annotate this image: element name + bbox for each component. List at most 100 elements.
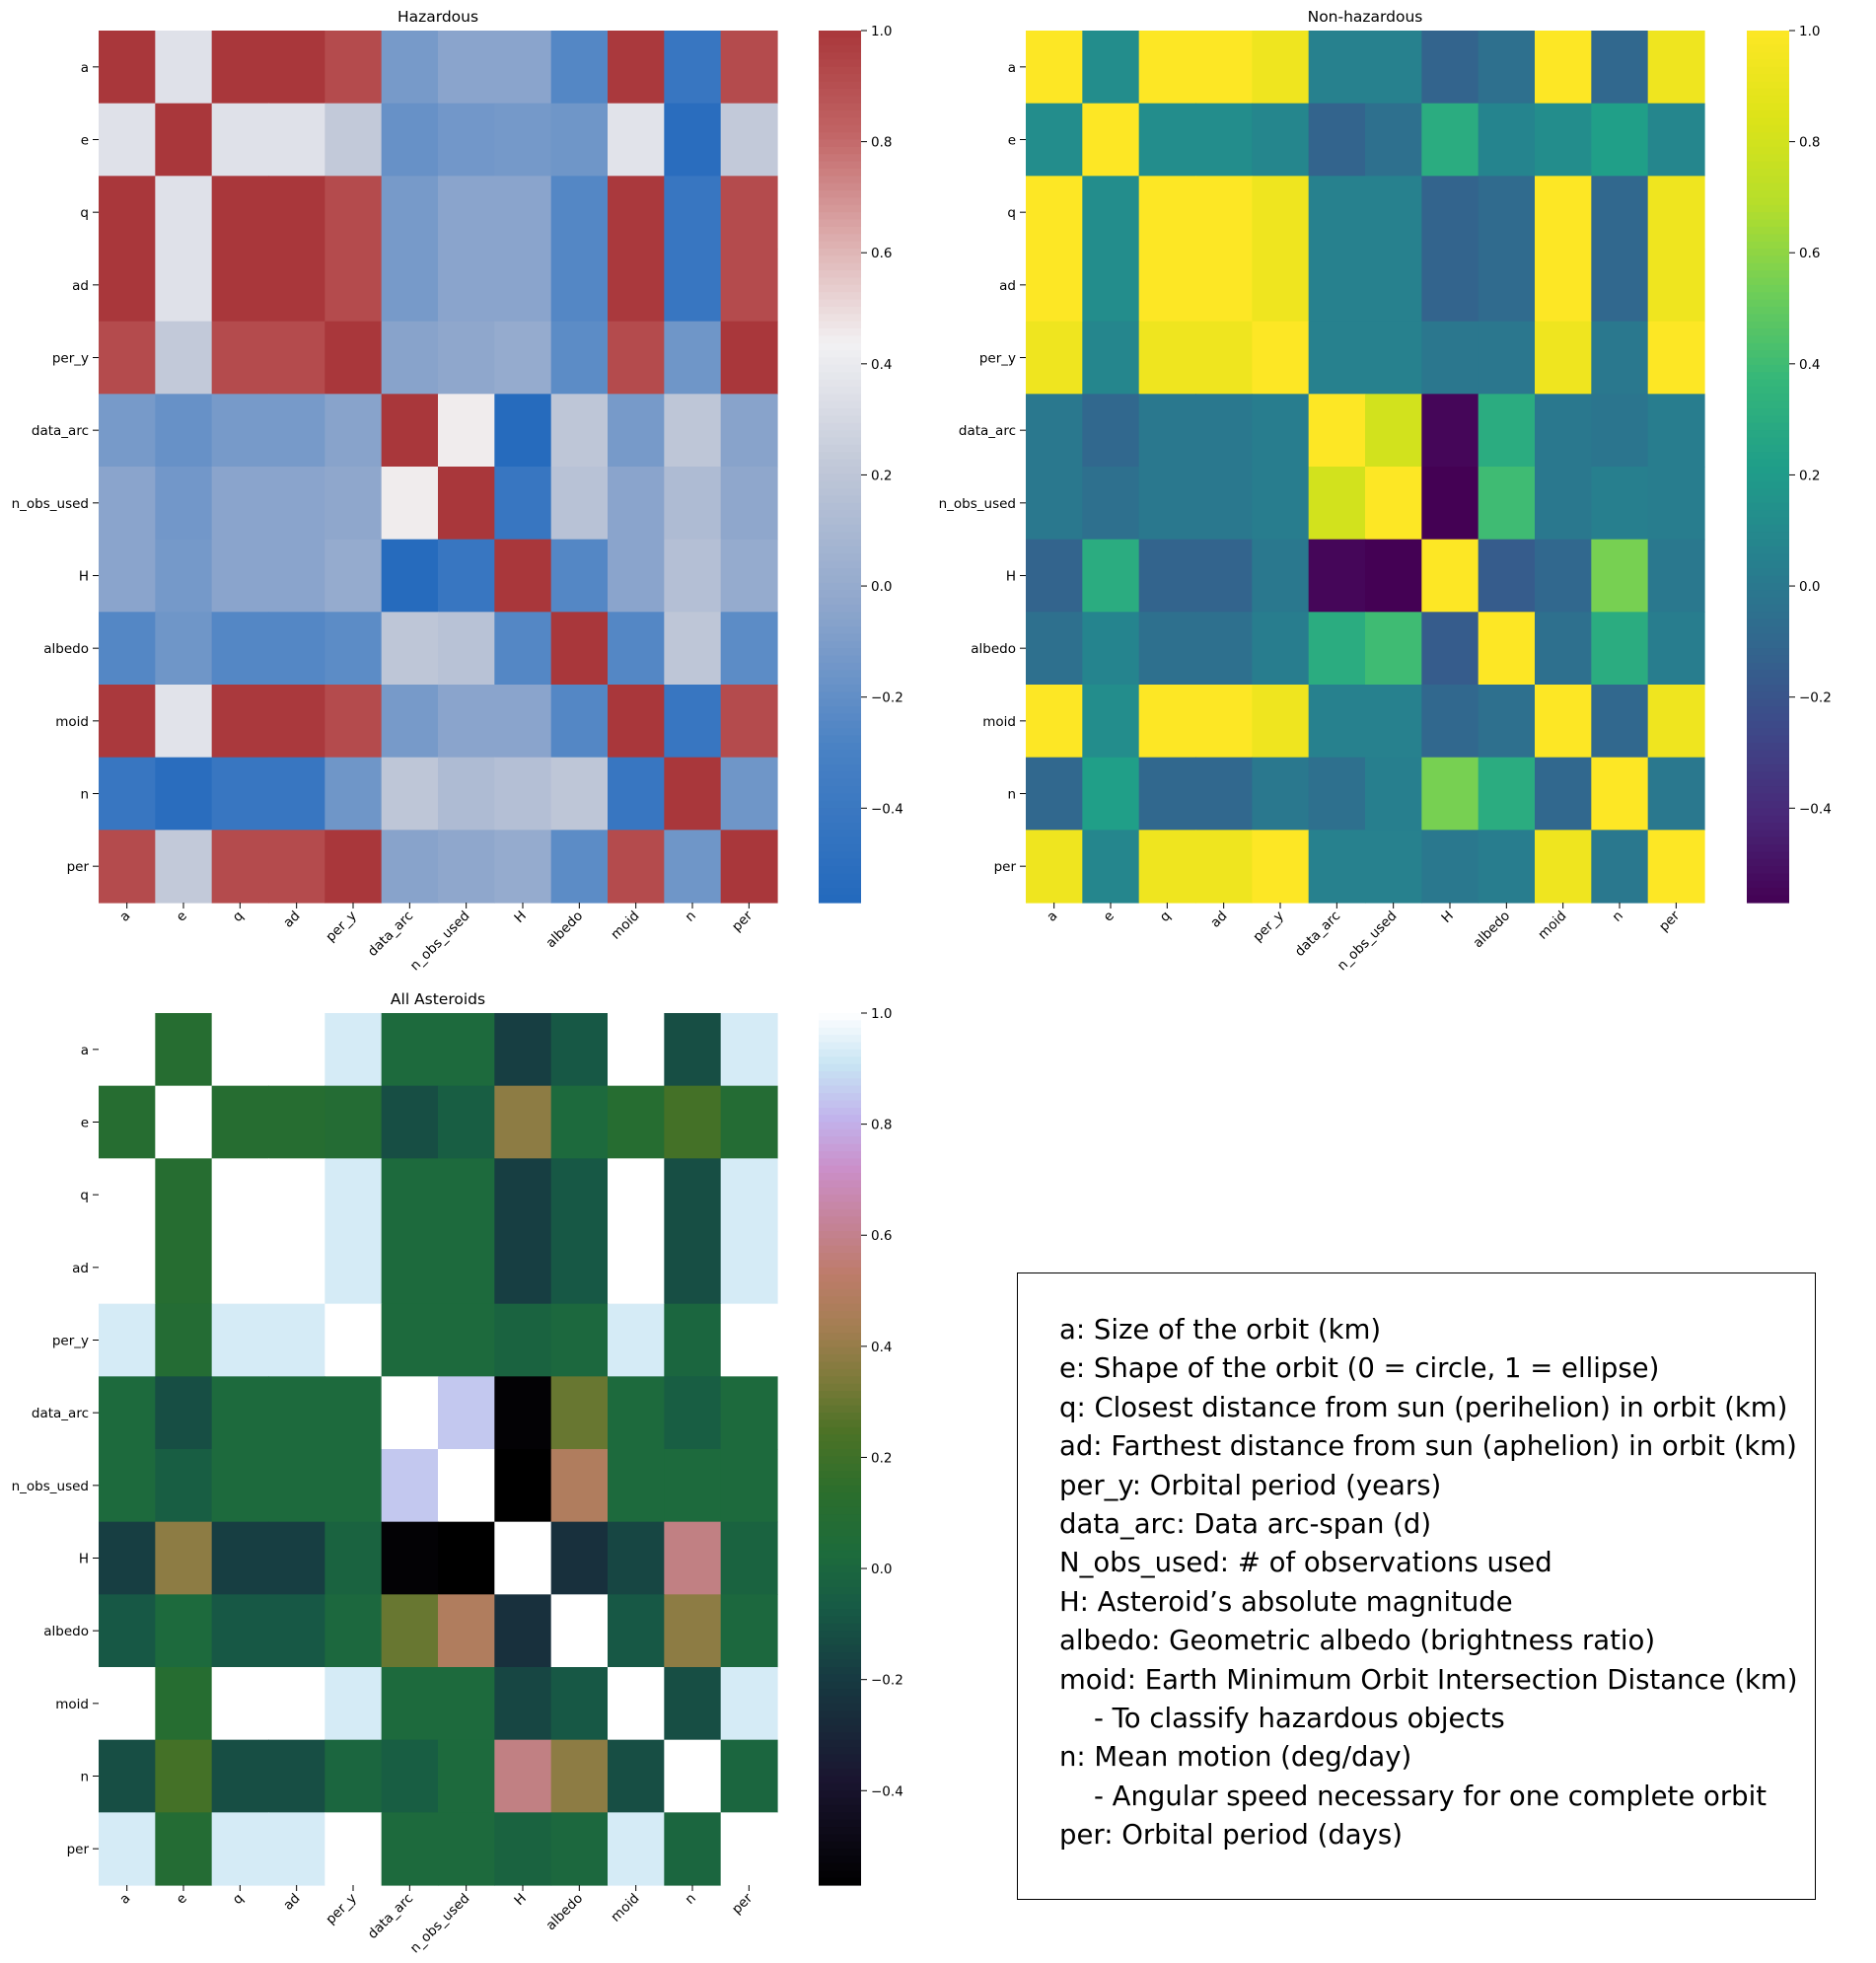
colorbar-segment: [819, 306, 861, 315]
colorbar-segment: [1747, 655, 1789, 664]
heatmap-cell-q-a: [1026, 176, 1083, 250]
colorbar-segment: [819, 1027, 861, 1036]
colorbar-segment: [819, 1100, 861, 1109]
heatmap-cell-albedo-a: [99, 612, 156, 686]
colorbar-segment: [819, 1187, 861, 1196]
colorbar-segment: [1747, 685, 1789, 692]
heatmap-cell-a-data_arc: [381, 1013, 439, 1087]
heatmap-cell-n-q: [1138, 757, 1196, 831]
heatmap-cell-per_y-H: [494, 321, 552, 395]
colorbar-segment: [1747, 176, 1789, 184]
colorbar-segment: [819, 400, 861, 409]
colorbar-segment: [1747, 648, 1789, 657]
heatmap-cell-ad-moid: [608, 249, 665, 323]
heatmap-cell-n-albedo: [1478, 757, 1536, 831]
colorbar-segment: [819, 1485, 861, 1493]
heatmap-cell-n_obs_used-H: [1421, 467, 1479, 541]
colorbar-segment: [819, 880, 861, 889]
colorbar-segment: [819, 1776, 861, 1784]
heatmap-cell-moid-q: [211, 685, 269, 759]
colorbar-segment: [1747, 255, 1789, 264]
colorbar-segment: [819, 1724, 861, 1733]
colorbar-segment: [1747, 386, 1789, 395]
heatmap-cell-a-H: [494, 31, 552, 105]
y-tick-label: a: [81, 1043, 89, 1058]
heatmap-cell-H-q: [1138, 539, 1196, 613]
heatmap-cell-per_y-albedo: [550, 1303, 609, 1377]
colorbar-segment: [819, 146, 861, 155]
y-tick-label: per: [67, 1842, 90, 1857]
colorbar-segment: [1747, 858, 1789, 867]
heatmap-cell-moid-H: [494, 685, 552, 759]
x-tick-label: per_y: [323, 1891, 360, 1928]
colorbar-segment: [1747, 888, 1789, 897]
heatmap-cell-ad-ad: [268, 249, 325, 323]
colorbar-tick-label: 0.0: [871, 1562, 892, 1577]
heatmap-cell-ad-a: [99, 1231, 156, 1305]
colorbar-segment: [819, 1311, 861, 1319]
colorbar-segment: [819, 1346, 861, 1355]
heatmap-cell-q-e: [155, 1158, 213, 1232]
colorbar-segment: [1747, 560, 1789, 569]
colorbar-segment: [819, 1747, 861, 1755]
heatmap-cell-per-H: [1421, 830, 1479, 904]
heatmap-cell-albedo-albedo: [550, 1594, 609, 1668]
colorbar-segment: [819, 444, 861, 453]
heatmap-cell-n_obs_used-data_arc: [1308, 467, 1366, 541]
heatmap-cell-per-n: [1591, 830, 1649, 904]
colorbar-tick-label: 0.4: [871, 1340, 892, 1355]
heatmap-cell-n-ad: [268, 757, 325, 831]
colorbar-segment: [1747, 197, 1789, 206]
colorbar-segment: [819, 618, 861, 627]
colorbar-tick-label: −0.2: [871, 1673, 903, 1689]
heatmap-cell-H-data_arc: [381, 1521, 439, 1595]
colorbar-segment: [1747, 437, 1789, 446]
heatmap-cell-q-n_obs_used: [438, 176, 495, 250]
heatmap-cell-e-data_arc: [381, 1085, 439, 1159]
colorbar-segment: [1747, 444, 1789, 453]
y-tick-label: moid: [982, 714, 1016, 730]
heatmap-cell-data_arc-data_arc: [381, 1376, 439, 1450]
colorbar-segment: [819, 1499, 861, 1508]
heatmap-cell-albedo-moid: [1535, 612, 1592, 686]
heatmap-cell-data_arc-moid: [1535, 394, 1592, 468]
heatmap-cell-moid-per: [720, 685, 778, 759]
colorbar-segment: [1747, 728, 1789, 737]
heatmap-cell-moid-data_arc: [381, 1667, 439, 1741]
heatmap-cell-per_y-per_y: [325, 1303, 383, 1377]
heatmap-cell-e-n_obs_used: [438, 1085, 495, 1159]
colorbar-tick-label: 1.0: [871, 24, 892, 39]
x-tick-label: per_y: [1250, 909, 1287, 946]
colorbar-segment: [819, 1841, 861, 1850]
heatmap-cell-per-per: [1647, 830, 1705, 904]
heatmap-cell-n_obs_used-a: [99, 467, 156, 541]
heatmap-cell-H-n_obs_used: [1365, 539, 1422, 613]
heatmap-cell-per-moid: [1535, 830, 1592, 904]
x-tick-label: a: [1044, 909, 1060, 925]
colorbar-segment: [1747, 37, 1789, 46]
colorbar-segment: [1747, 473, 1789, 482]
heatmap-cell-H-H: [494, 539, 552, 613]
heatmap-cell-e-q: [1138, 103, 1196, 177]
heatmap-cell-moid-e: [1082, 685, 1140, 759]
colorbar-segment: [819, 757, 861, 765]
heatmap-cell-per_y-q: [1138, 321, 1196, 395]
heatmap-cell-a-per: [1647, 31, 1705, 105]
colorbar-segment: [1747, 328, 1789, 336]
heatmap-cell-per-albedo: [550, 830, 609, 904]
colorbar-segment: [1747, 394, 1789, 402]
heatmap-cell-moid-moid: [1535, 685, 1592, 759]
heatmap-cell-n-n: [1591, 757, 1649, 831]
heatmap-cell-e-e: [155, 1085, 213, 1159]
heatmap-cell-ad-albedo: [550, 1231, 609, 1305]
heatmap-cell-e-q: [211, 103, 269, 177]
heatmap-cell-e-n: [664, 103, 722, 177]
heatmap-cell-H-albedo: [550, 539, 609, 613]
heatmap-cell-q-per_y: [1252, 176, 1310, 250]
colorbar-segment: [1747, 321, 1789, 329]
colorbar-segment: [819, 1216, 861, 1225]
heatmap-cell-e-a: [1026, 103, 1083, 177]
colorbar-segment: [1747, 480, 1789, 489]
heatmap-cell-albedo-n: [664, 612, 722, 686]
